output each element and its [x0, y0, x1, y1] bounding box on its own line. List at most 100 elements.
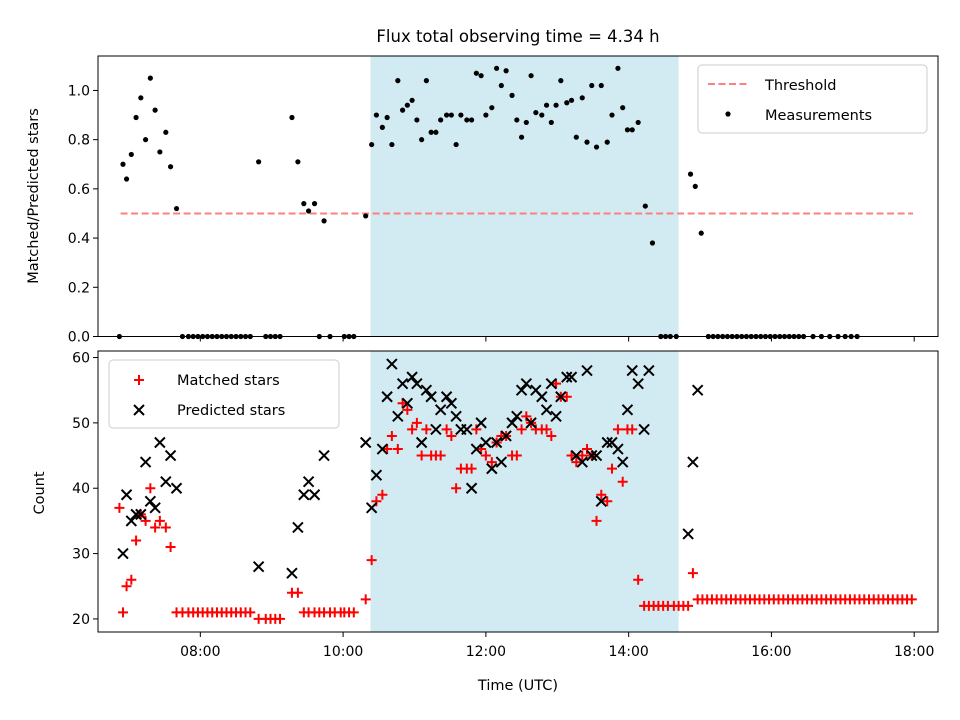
matched-star-point	[377, 489, 388, 500]
legend-matched-label: Matched stars	[177, 373, 280, 389]
predicted-star-point	[691, 384, 704, 396]
chart-title: Flux total observing time = 4.34 h	[376, 27, 659, 46]
predicted-star-point	[139, 456, 152, 468]
matched-star-point	[476, 444, 487, 455]
x-tick-label: 18:00	[894, 644, 934, 660]
measurement-point	[438, 117, 444, 123]
predicted-star-point	[415, 436, 428, 449]
top-axes-frame	[97, 55, 939, 337]
matched-star-point	[402, 404, 413, 415]
y-tick-label: 0.0	[68, 330, 90, 346]
measurement-point	[423, 78, 429, 84]
matched-star-point	[451, 483, 462, 494]
measurement-point	[384, 114, 390, 121]
matched-star-point	[245, 607, 256, 618]
matched-star-point	[150, 522, 161, 533]
predicted-star-point	[144, 495, 157, 508]
measurement-point	[157, 149, 163, 155]
matched-star-point	[516, 424, 527, 435]
measurement-point	[692, 183, 698, 190]
measurement-point	[414, 117, 420, 123]
bottom-y-axis-label: Count	[32, 471, 48, 514]
bottom-axes-frame	[97, 350, 939, 633]
matched-star-point	[441, 424, 452, 435]
predicted-star-point	[621, 404, 634, 416]
predicted-star-point	[632, 377, 644, 390]
measurement-point	[305, 208, 312, 214]
matched-star-point	[386, 430, 397, 441]
measurement-point	[573, 134, 579, 140]
predicted-star-point	[626, 364, 638, 377]
predicted-star-point	[381, 391, 393, 403]
y-tick-label: 0.8	[68, 133, 90, 149]
predicted-star-point	[601, 436, 613, 449]
predicted-star-point	[154, 436, 166, 449]
matched-star-point	[165, 542, 176, 553]
legend-box	[697, 64, 928, 134]
matched-star-point	[561, 391, 572, 402]
measurement-point	[489, 105, 495, 111]
predicted-star-point	[120, 489, 133, 501]
y-tick-label: 30	[72, 547, 90, 563]
bottom-legend: Matched stars Predicted stars	[108, 359, 340, 429]
measurement-point	[548, 119, 554, 126]
predicted-star-point	[117, 547, 129, 560]
measurement-point	[539, 112, 545, 118]
predicted-star-point	[470, 443, 483, 455]
measurement-point	[503, 68, 509, 74]
measurement-point	[123, 176, 130, 182]
predicted-star-point	[149, 502, 161, 514]
matched-star-point	[382, 444, 393, 455]
predicted-star-point	[515, 384, 528, 396]
predicted-star-point	[450, 410, 462, 423]
matched-star-point	[617, 476, 628, 487]
matched-star-point	[366, 555, 377, 566]
matched-star-point	[633, 574, 644, 585]
predicted-star-point	[370, 469, 383, 481]
matched-star-point	[602, 496, 613, 507]
predicted-star-point	[135, 508, 147, 521]
x-tick-label: 16:00	[751, 644, 791, 660]
matched-star-point	[577, 450, 588, 461]
measurement-point	[584, 139, 590, 145]
matched-star-point	[392, 444, 403, 455]
predicted-star-point	[359, 436, 372, 449]
measurement-point	[256, 159, 262, 165]
measurement-point	[593, 144, 600, 150]
predicted-star-point	[475, 417, 487, 429]
measurement-point	[598, 82, 604, 89]
predicted-star-point	[302, 475, 315, 488]
y-tick-label: 0.6	[68, 182, 90, 198]
measurement-point	[533, 109, 539, 116]
matched-star-point	[154, 515, 165, 526]
predicted-star-point	[540, 404, 553, 416]
measurement-point	[473, 70, 479, 76]
predicted-star-point	[396, 377, 409, 390]
measurement-point	[395, 78, 401, 84]
measurement-point	[379, 124, 385, 130]
matched-star-point	[421, 424, 432, 435]
measurement-point	[167, 164, 174, 170]
predicted-star-point	[386, 358, 398, 370]
matched-star-point	[606, 463, 617, 474]
matched-star-point	[160, 522, 171, 533]
matched-star-point	[145, 483, 156, 494]
measurement-point	[528, 73, 534, 79]
measurement-point	[553, 102, 559, 108]
measurement-point	[147, 75, 153, 81]
predicted-star-point	[406, 371, 418, 383]
measurement-point	[311, 201, 318, 207]
measurement-point	[152, 107, 158, 113]
matched-star-point	[416, 450, 427, 461]
predicted-star-point	[318, 449, 330, 462]
measurement-point	[498, 82, 504, 89]
measurement-point	[433, 129, 439, 135]
predicted-star-point	[425, 391, 437, 403]
measurement-point	[448, 112, 454, 118]
predicted-star-point	[486, 462, 498, 475]
matched-star-point	[627, 424, 638, 435]
matched-star-point	[292, 587, 303, 598]
measurement-point	[478, 73, 484, 79]
predicted-star-point	[252, 560, 265, 573]
measurement-point	[635, 119, 641, 126]
